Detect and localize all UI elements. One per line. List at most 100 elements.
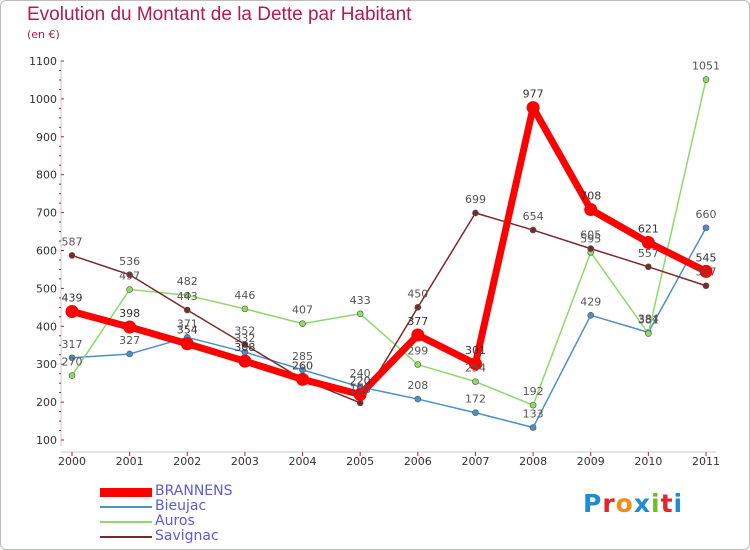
data-point xyxy=(241,305,249,313)
axes: 100 200 300 400 500 600 700 800 900 1000 1100 2000 2… xyxy=(29,55,720,468)
data-label: 384 xyxy=(638,312,659,325)
data-label: 595 xyxy=(580,232,601,245)
data-label: 260 xyxy=(292,359,313,372)
x-tick-label: 2010 xyxy=(634,455,662,468)
logo-letter: x xyxy=(633,489,651,518)
data-label: 654 xyxy=(523,210,544,223)
line-chart: 100 200 300 400 500 600 700 800 900 1000 1100 2000 2… xyxy=(29,55,721,468)
data-label: 352 xyxy=(234,324,255,337)
legend-swatch xyxy=(100,506,152,508)
data-label: 699 xyxy=(465,193,486,206)
data-point xyxy=(645,330,652,337)
x-tick-label: 2006 xyxy=(404,455,432,468)
legend-swatch xyxy=(100,487,152,497)
series-line-bieujac xyxy=(71,227,707,429)
data-label: 172 xyxy=(465,393,486,406)
legend-label: Auros xyxy=(155,513,195,529)
data-point xyxy=(587,312,595,319)
data-point xyxy=(65,305,79,319)
data-point xyxy=(353,388,367,402)
data-labels: 439 398 354 308 260 220 377 301 977 708 621 545 317 3… xyxy=(62,60,721,421)
data-label: 450 xyxy=(407,287,428,300)
data-point xyxy=(414,361,422,368)
data-point xyxy=(526,101,540,115)
y-tick-label: 1100 xyxy=(29,55,57,68)
data-point xyxy=(238,354,252,368)
x-tick-label: 2009 xyxy=(577,455,605,468)
data-label: 433 xyxy=(350,294,371,307)
data-label: 621 xyxy=(638,223,659,236)
data-label: 317 xyxy=(62,338,83,351)
data-label: 443 xyxy=(177,290,198,303)
data-point xyxy=(123,320,137,334)
data-label: 301 xyxy=(465,344,486,357)
series-line-savignac xyxy=(71,212,707,404)
data-point xyxy=(68,252,76,259)
y-tick-label: 100 xyxy=(36,434,57,447)
data-point xyxy=(702,76,710,83)
logo-letter: P xyxy=(583,489,603,518)
data-point xyxy=(180,337,194,351)
data-point xyxy=(296,372,310,386)
data-label: 192 xyxy=(523,385,544,398)
x-tick-label: 2011 xyxy=(692,455,720,468)
data-point xyxy=(587,245,595,252)
data-label: 536 xyxy=(119,255,140,268)
data-label: 1051 xyxy=(692,60,720,73)
y-tick-label: 800 xyxy=(36,169,57,182)
data-label: 371 xyxy=(177,317,198,330)
data-label: 133 xyxy=(523,407,544,420)
data-point xyxy=(645,263,652,271)
data-point xyxy=(68,372,76,379)
chart-unit: (en €) xyxy=(27,28,60,41)
proxiti-logo: Proxiti xyxy=(583,489,683,518)
series-line-auros xyxy=(71,78,707,406)
data-label: 446 xyxy=(234,289,255,302)
data-label: 308 xyxy=(234,341,255,354)
y-tick-label: 400 xyxy=(36,320,57,333)
logo-letter: r xyxy=(602,489,616,518)
data-label: 660 xyxy=(696,208,717,221)
x-tick-label: 2008 xyxy=(519,455,547,468)
legend-swatch xyxy=(100,536,152,538)
legend-label: Savignac xyxy=(155,528,219,544)
data-label: 260 xyxy=(292,359,313,372)
y-tick-label: 300 xyxy=(36,358,57,371)
data-label: 557 xyxy=(638,247,659,260)
data-label: 398 xyxy=(119,307,140,320)
data-point xyxy=(356,310,364,318)
data-point xyxy=(468,357,482,371)
series-line-brannens xyxy=(68,104,710,399)
logo-letter: i xyxy=(673,489,684,518)
y-tick-label: 700 xyxy=(36,207,57,220)
data-label: 545 xyxy=(696,251,717,264)
data-point xyxy=(702,224,710,232)
x-tick-label: 2003 xyxy=(231,455,259,468)
data-label: 507 xyxy=(696,266,717,279)
legend-swatch xyxy=(100,521,152,523)
data-label: 240 xyxy=(350,367,371,380)
data-point xyxy=(699,264,713,278)
y-tick-label: 500 xyxy=(36,282,57,295)
data-point xyxy=(126,271,133,279)
x-tick-label: 2005 xyxy=(346,455,374,468)
data-label: 977 xyxy=(523,88,544,101)
y-tick-label: 900 xyxy=(36,131,57,144)
data-point xyxy=(299,320,306,327)
data-label: 482 xyxy=(177,275,198,288)
chart-title: Evolution du Montant de la Dette par Hab… xyxy=(27,4,412,25)
data-label: 220 xyxy=(350,375,371,388)
data-label: 285 xyxy=(292,350,313,363)
data-label: 429 xyxy=(580,295,601,308)
data-label: 327 xyxy=(119,334,140,347)
data-point xyxy=(126,286,133,293)
data-point xyxy=(584,203,598,217)
x-tick-label: 2004 xyxy=(289,455,317,468)
data-point xyxy=(472,378,479,385)
x-tick-label: 2002 xyxy=(173,455,201,468)
data-label: 497 xyxy=(119,270,140,283)
data-point xyxy=(241,341,249,348)
data-label: 198 xyxy=(350,383,371,396)
data-label: 254 xyxy=(465,362,486,375)
x-tick-label: 2007 xyxy=(461,455,489,468)
